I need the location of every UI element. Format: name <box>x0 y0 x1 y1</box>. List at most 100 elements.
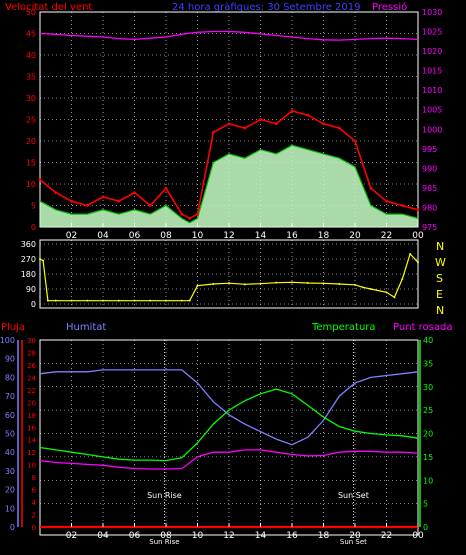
wind-speed-title: Velocitat del vent <box>5 2 92 13</box>
direction-y-tick-label: 360 <box>21 240 36 249</box>
wind-direction-point <box>86 299 89 302</box>
rain-y-tick-label: 28 <box>27 349 36 357</box>
x-tick-label: 00 <box>412 231 424 241</box>
wind-y-tick-label: 10 <box>26 180 36 189</box>
wind-gust-point <box>180 212 184 216</box>
wind-gust-point <box>274 122 278 126</box>
dir-letter-e: E <box>436 288 443 301</box>
temperature-y-tick-label: 30 <box>423 383 433 392</box>
x-tick-label: 08 <box>160 531 172 541</box>
wind-y-tick-label: 25 <box>26 116 36 125</box>
wind-direction-point <box>70 299 73 302</box>
wind-y-tick-label: 15 <box>26 159 36 168</box>
x-tick-label: 14 <box>255 231 267 241</box>
pressure-y-tick-label: 975 <box>422 223 437 232</box>
wind-y-tick-label: 40 <box>26 51 36 60</box>
wind-gust-point <box>369 186 373 190</box>
x-tick-label: 04 <box>97 231 109 241</box>
x-tick-label: 12 <box>223 531 234 541</box>
wind-direction-point <box>149 299 152 302</box>
wind-gust-point <box>259 118 262 121</box>
humidity-y-tick-label: 90 <box>5 355 15 364</box>
pressure-y-tick-label: 1015 <box>422 67 442 76</box>
pressure-y-tick-label: 990 <box>422 164 437 173</box>
wind-direction-point <box>354 283 356 286</box>
wind-gust-point <box>188 217 192 220</box>
dewpoint-label: Punt rosada <box>393 322 452 333</box>
pressure-y-tick-label: 995 <box>422 145 437 154</box>
humidity-y-tick-label: 50 <box>5 430 15 439</box>
x-tick-label: 14 <box>255 531 267 541</box>
wind-direction-point <box>409 253 412 255</box>
wind-y-tick-label: 5 <box>31 202 36 211</box>
temperature-y-tick-label: 5 <box>423 500 428 509</box>
direction-y-tick-label: 90 <box>26 285 36 294</box>
wind-gust-point <box>385 199 388 203</box>
wind-direction-point <box>117 299 120 302</box>
pressure-title: Pressió <box>372 1 407 13</box>
wind-direction-point <box>306 282 309 284</box>
x-tick-label: 02 <box>66 231 77 241</box>
rain-y-tick-label: 12 <box>27 449 36 457</box>
wind-gust-point <box>416 208 420 212</box>
wind-gust-point <box>227 122 231 126</box>
wind-gust-point <box>117 199 121 203</box>
wind-direction-point <box>42 259 45 262</box>
wind-direction-point <box>322 282 325 285</box>
x-tick-label: 06 <box>129 531 141 541</box>
wind-gust-point <box>164 186 168 190</box>
humidity-series-line <box>39 369 419 446</box>
humidity-y-tick-label: 0 <box>10 523 15 532</box>
humidity-y-tick-label: 20 <box>5 486 15 495</box>
humidity-y-tick-label: 60 <box>5 411 15 420</box>
wind-direction-point <box>188 299 191 302</box>
pressure-y-tick-label: 985 <box>422 184 437 193</box>
x-tick-label: 16 <box>286 231 298 241</box>
wind-gust-point <box>306 113 310 117</box>
wind-direction-point <box>369 288 372 290</box>
wind-gust-point <box>196 212 199 216</box>
rain-y-tick-label: 0 <box>32 524 36 532</box>
wind-y-tick-label: 45 <box>26 30 36 39</box>
pressure-y-tick-label: 1005 <box>422 106 442 115</box>
temperature-label: Temperatura <box>311 322 376 333</box>
rain-y-tick-label: 2 <box>32 512 36 520</box>
humidity-label: Humitat <box>66 322 106 333</box>
wind-gust-point <box>243 126 247 130</box>
rain-y-tick-label: 20 <box>27 399 36 407</box>
wind-direction-point <box>401 278 404 280</box>
wind-average-series-line <box>39 144 419 224</box>
x-tick-label: 22 <box>381 531 392 541</box>
wind-direction-point <box>212 283 215 285</box>
wind-direction-point <box>338 283 341 285</box>
pressure-y-tick-label: 1020 <box>422 47 442 56</box>
wind-gust-point <box>400 204 404 207</box>
wind-gust-point <box>290 109 294 113</box>
wind-direction-point <box>243 283 246 286</box>
wind-direction-point <box>133 299 136 302</box>
sunrise-time-label: Sun Rise <box>149 538 179 546</box>
pressure-y-tick-label: 1030 <box>422 8 442 17</box>
x-tick-label: 06 <box>129 231 141 241</box>
wind-direction-point <box>291 281 293 284</box>
humidity-y-tick-label: 80 <box>5 373 15 382</box>
humidity-y-tick-label: 10 <box>5 504 15 513</box>
temperature-humidity-panel <box>39 339 419 536</box>
rain-y-tick-label: 6 <box>32 487 37 495</box>
rain-y-tick-label: 26 <box>27 362 36 370</box>
rain-y-tick-label: 16 <box>27 424 36 432</box>
rain-y-tick-label: 4 <box>32 499 37 507</box>
rain-label: Pluja <box>1 322 25 333</box>
x-tick-label: 02 <box>66 531 77 541</box>
rain-y-tick-label: 30 <box>27 337 36 345</box>
wind-gust-point <box>101 195 105 199</box>
rain-y-tick-label: 14 <box>27 437 36 445</box>
x-tick-label: 08 <box>160 231 172 241</box>
x-tick-label: 12 <box>223 231 234 241</box>
x-tick-label: 10 <box>192 531 204 541</box>
humidity-y-tick-label: 70 <box>5 392 15 401</box>
x-tick-label: 00 <box>412 531 424 541</box>
temperature-y-tick-label: 15 <box>423 453 433 462</box>
x-tick-label: 18 <box>318 231 330 241</box>
wind-gust-point <box>85 204 89 207</box>
